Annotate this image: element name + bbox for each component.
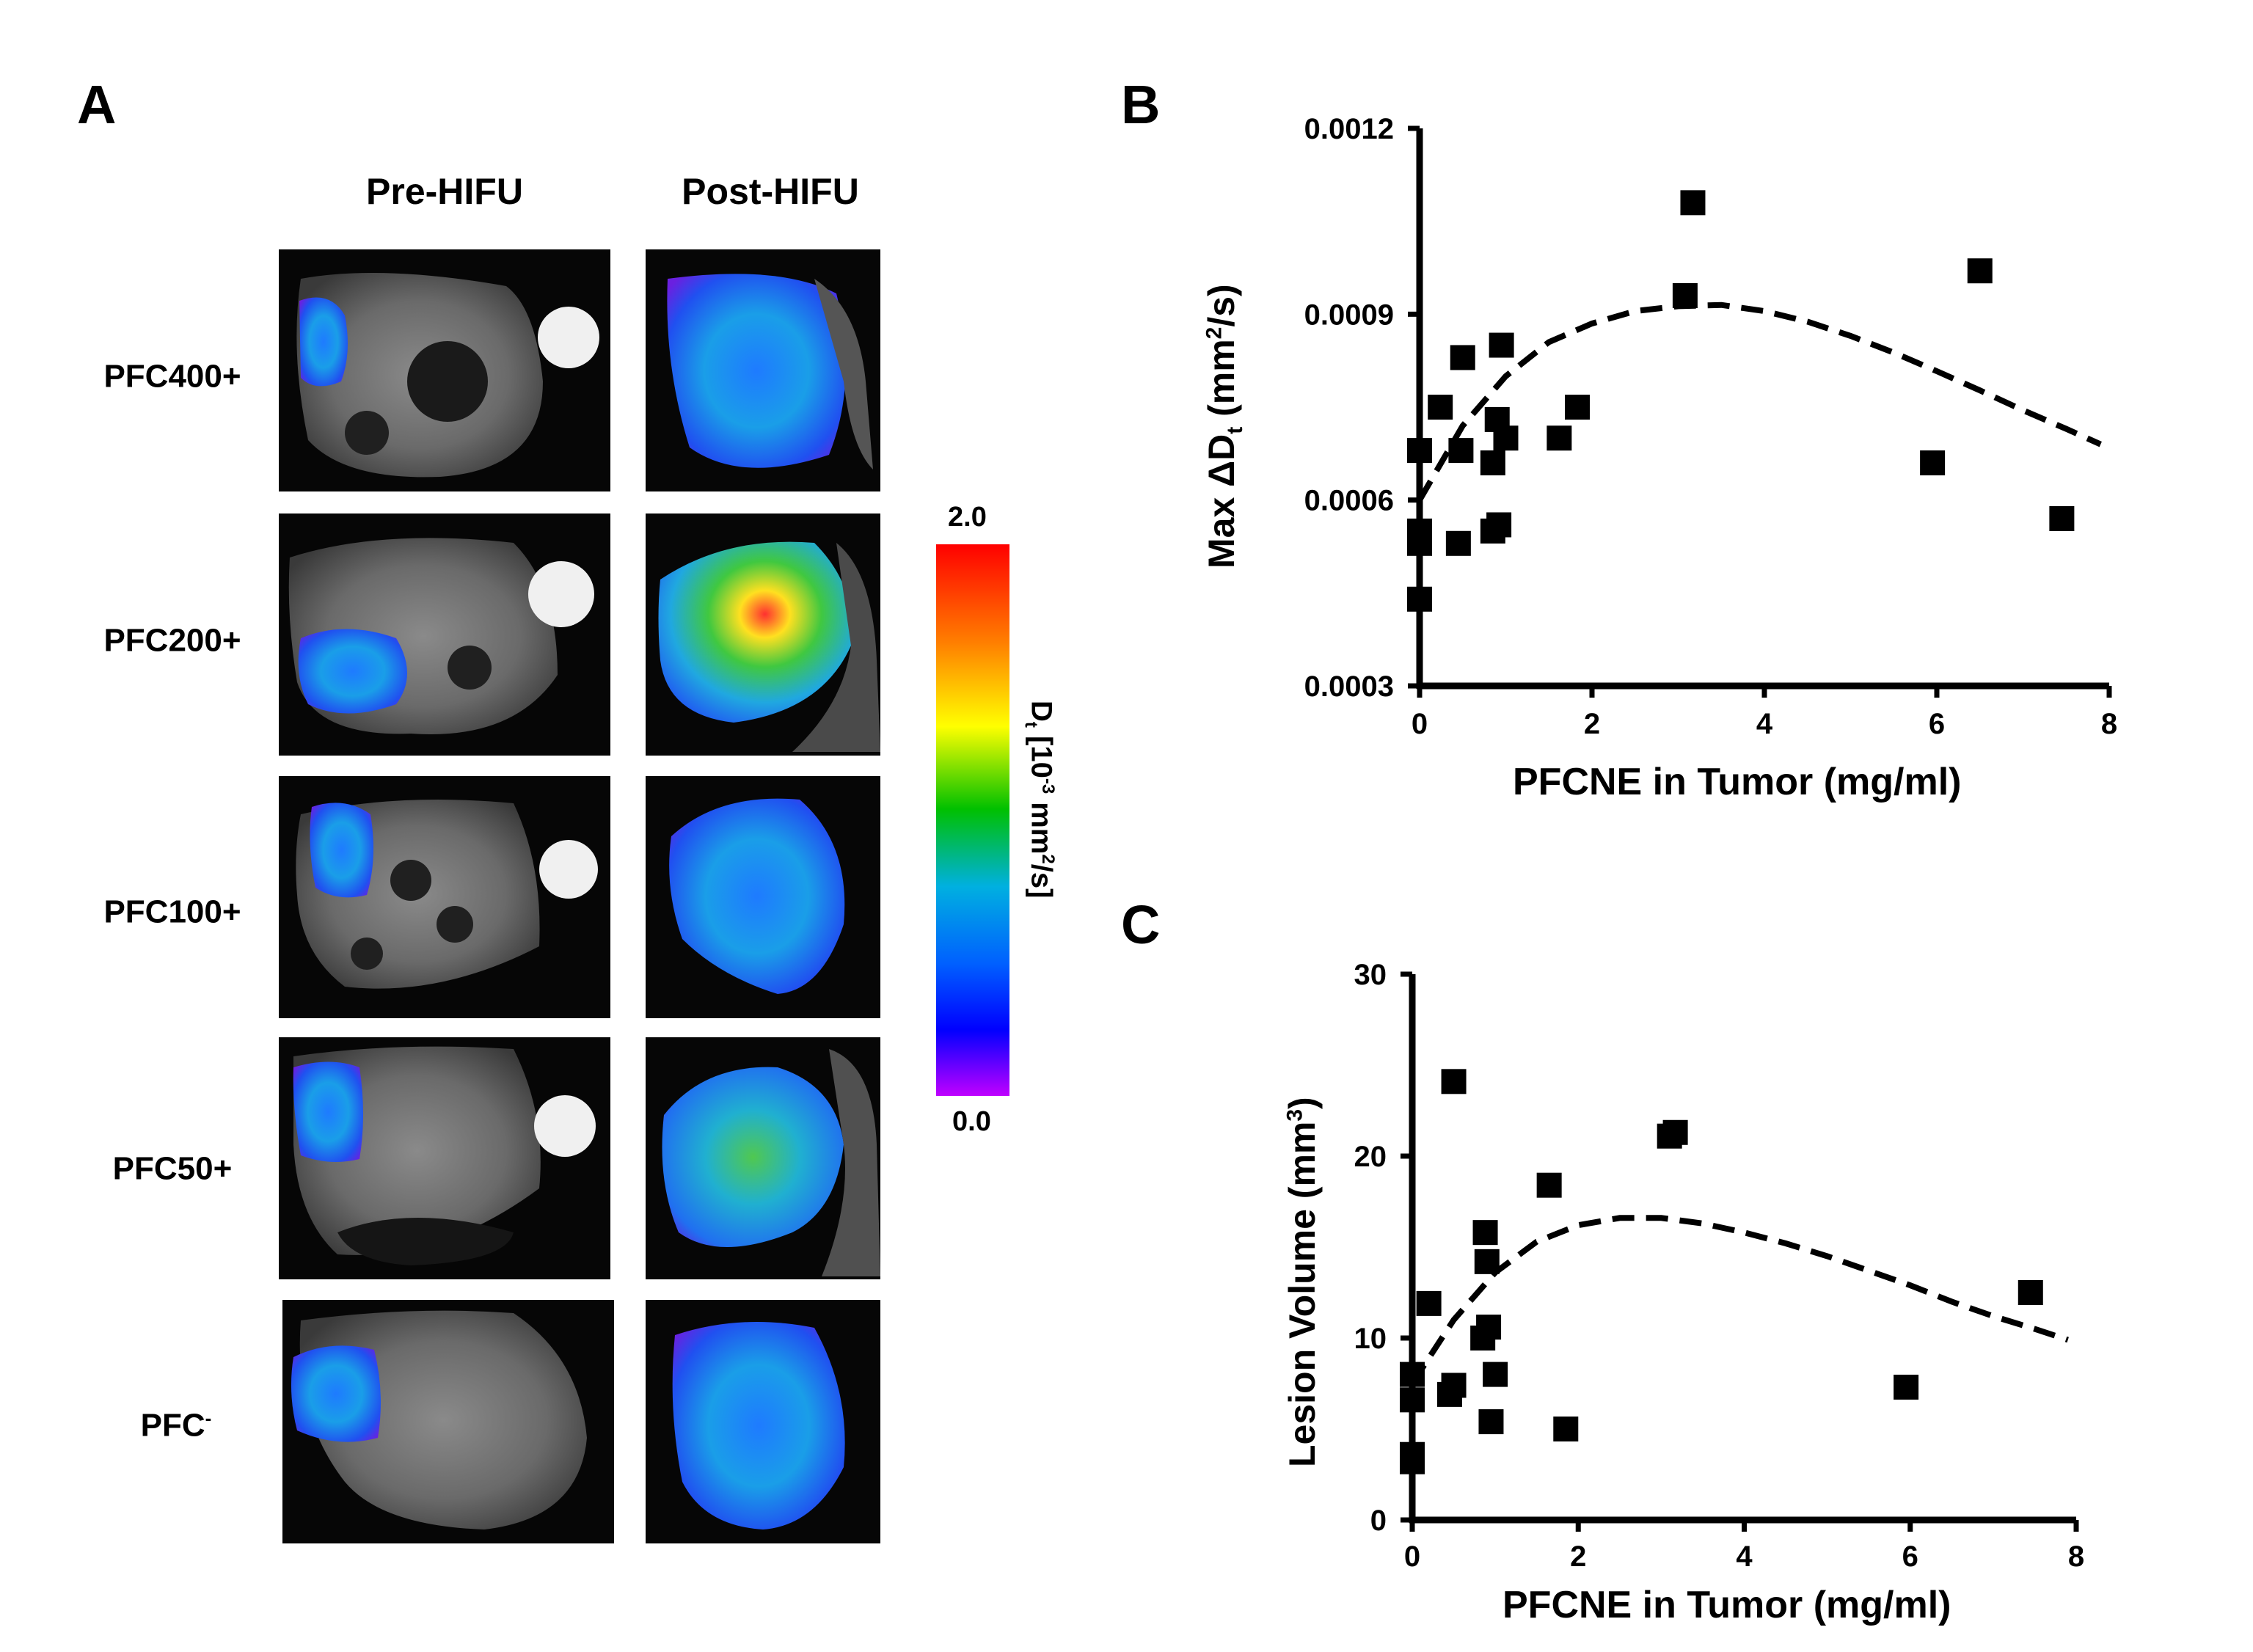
mri-pre-pfc-minus: [282, 1300, 614, 1543]
panel-c-x-axis-label: PFCNE in Tumor (mg/ml): [1502, 1584, 1951, 1626]
panel-b-x-tick-label: 8: [2101, 708, 2117, 740]
panel-b-data-point: [1450, 345, 1475, 370]
mri-pre-pfc400: [279, 249, 610, 491]
panel-c-data-point: [1536, 1172, 1562, 1198]
panel-c-data-point: [1662, 1119, 1688, 1145]
panel-b-data-point: [1565, 395, 1591, 420]
panel-c-data-point: [1400, 1362, 1425, 1387]
panel-b-data-point: [1407, 518, 1432, 544]
panel-b-data-point: [1680, 190, 1706, 216]
row-label-pfc50: PFC50+: [112, 1150, 233, 1187]
panel-c-y-tick-label: 30: [1354, 959, 1387, 991]
mri-post-pfc-minus: [646, 1300, 880, 1543]
panel-b-x-axis-label: PFCNE in Tumor (mg/ml): [1513, 761, 1962, 803]
panel-c-y-tick-label: 20: [1354, 1141, 1387, 1173]
row-label-pfc-minus: PFC-: [140, 1407, 212, 1444]
panel-b-data-point: [1489, 332, 1514, 358]
panel-c-x-tick-label: 6: [1902, 1540, 1918, 1573]
panel-b-data-point: [1480, 450, 1505, 475]
colorbar-max-label: 2.0: [948, 502, 987, 533]
post-hifu-header: Post-HIFU: [682, 171, 859, 212]
mri-post-pfc200: [646, 513, 880, 756]
panel-c-data-point: [1441, 1069, 1467, 1094]
panel-b-y-tick-label: 0.0006: [1304, 485, 1394, 517]
panel-c-y-tick-label: 10: [1354, 1323, 1387, 1355]
panel-c-letter: C: [1121, 894, 1161, 955]
panel-b-fit-curve: [1417, 301, 2102, 502]
mri-post-pfc100: [646, 776, 880, 1018]
panel-c-data-point: [1483, 1362, 1508, 1387]
panel-c-y-tick-label: 0: [1370, 1505, 1387, 1537]
panel-c-data-point: [1478, 1409, 1504, 1435]
panel-b-x-tick-label: 6: [1929, 708, 1945, 740]
mri-post-pfc400: [646, 249, 880, 491]
panel-b-data-point: [1486, 512, 1512, 538]
panel-a-letter: A: [77, 74, 117, 135]
panel-b-data-point: [1493, 425, 1519, 451]
panel-b-data-point: [2049, 506, 2075, 531]
panel-b-y-tick-label: 0.0009: [1304, 299, 1394, 331]
panel-c-data-point: [1476, 1315, 1502, 1340]
panel-b-data-point: [1547, 425, 1572, 451]
panel-b-data-point: [1407, 438, 1432, 464]
panel-b-x-tick-label: 4: [1756, 708, 1773, 740]
mri-pre-pfc100: [279, 776, 610, 1018]
panel-c-x-tick-label: 0: [1404, 1540, 1420, 1573]
panel-b-data-point: [1407, 586, 1432, 612]
colorbar-min-label: 0.0: [952, 1106, 991, 1137]
panel-c-data-point: [1416, 1290, 1442, 1316]
row-label-pfc100: PFC100+: [103, 893, 241, 930]
panel-c-data-point: [1400, 1387, 1425, 1413]
panel-c-x-tick-label: 4: [1736, 1540, 1753, 1573]
panel-b-y-tick-label: 0.0012: [1304, 113, 1394, 145]
panel-b-data-point: [1445, 530, 1471, 556]
panel-c-x-tick-label: 8: [2068, 1540, 2084, 1573]
panel-c-data-point: [1472, 1220, 1498, 1246]
panel-b-data-point: [1920, 450, 1946, 475]
panel-b-x-tick-label: 2: [1584, 708, 1600, 740]
row-label-pfc200: PFC200+: [103, 622, 241, 659]
panel-c-fit-curve: [1409, 1215, 2069, 1386]
panel-b-y-tick-label: 0.0003: [1304, 670, 1394, 703]
panel-b-data-point: [1448, 438, 1474, 464]
mri-pre-pfc200: [279, 513, 610, 756]
panel-c-data-point: [1441, 1373, 1467, 1398]
panel-c-data-point: [1474, 1249, 1500, 1274]
panel-b-data-point: [1428, 395, 1453, 420]
panel-b-x-tick-label: 0: [1412, 708, 1428, 740]
panel-c-x-tick-label: 2: [1570, 1540, 1586, 1573]
panel-c-data-point: [1894, 1374, 1919, 1400]
panel-c-data-point: [1400, 1441, 1425, 1467]
panel-b-data-point: [1967, 258, 1993, 284]
row-label-pfc400: PFC400+: [103, 358, 241, 395]
mri-pre-pfc50: [279, 1037, 610, 1279]
panel-b-data-point: [1672, 283, 1698, 308]
panel-b-letter: B: [1121, 74, 1161, 135]
mri-post-pfc50: [646, 1037, 880, 1279]
pre-hifu-header: Pre-HIFU: [366, 171, 523, 212]
panel-c-data-point: [2018, 1280, 2043, 1305]
colorbar: [936, 544, 1009, 1096]
panel-c-data-point: [1553, 1417, 1579, 1441]
